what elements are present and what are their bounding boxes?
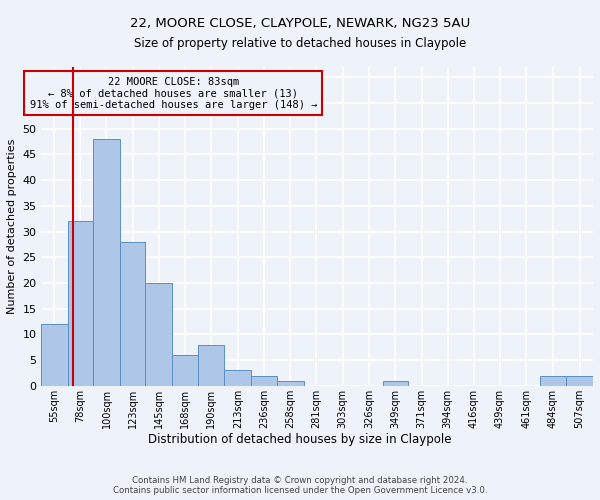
Bar <box>93 139 120 386</box>
Bar <box>198 344 224 386</box>
Bar <box>120 242 145 386</box>
Text: Contains HM Land Registry data © Crown copyright and database right 2024.
Contai: Contains HM Land Registry data © Crown c… <box>113 476 487 495</box>
Text: Distribution of detached houses by size in Claypole: Distribution of detached houses by size … <box>148 432 452 446</box>
Bar <box>145 283 172 386</box>
Text: 22, MOORE CLOSE, CLAYPOLE, NEWARK, NG23 5AU: 22, MOORE CLOSE, CLAYPOLE, NEWARK, NG23 … <box>130 18 470 30</box>
Bar <box>383 381 408 386</box>
Bar <box>251 376 277 386</box>
Text: 22 MOORE CLOSE: 83sqm
← 8% of detached houses are smaller (13)
91% of semi-detac: 22 MOORE CLOSE: 83sqm ← 8% of detached h… <box>29 76 317 110</box>
Bar <box>539 376 566 386</box>
Y-axis label: Number of detached properties: Number of detached properties <box>7 138 17 314</box>
Text: Size of property relative to detached houses in Claypole: Size of property relative to detached ho… <box>134 38 466 51</box>
Bar <box>277 381 304 386</box>
Bar <box>566 376 593 386</box>
Bar <box>68 222 93 386</box>
Bar <box>41 324 68 386</box>
Bar <box>172 355 198 386</box>
Bar <box>224 370 251 386</box>
